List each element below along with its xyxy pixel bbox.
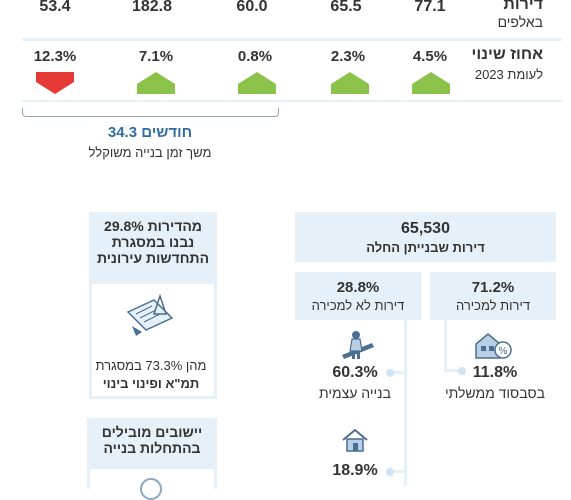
connector-dot — [386, 369, 394, 377]
not-for-sale-value: 28.8% — [336, 279, 380, 296]
other-value: 18.9% — [332, 462, 378, 479]
renewal-panel: 29.8% מהדירות נבנו במסגרת התחדשות עירוני… — [89, 212, 217, 284]
house-icon — [340, 428, 370, 459]
change-value-2: 7.1% — [138, 48, 174, 65]
not-for-sale-label: דירות לא למכירה — [311, 298, 405, 313]
renewal-line1: 29.8% מהדירות — [104, 218, 202, 234]
change-header: אחוז שינוי לעומת 2023 — [472, 46, 544, 82]
top-header-title: דירות — [503, 0, 543, 13]
connector — [444, 320, 447, 372]
self-build-value: 60.3% — [332, 364, 378, 381]
houses-percent-icon: % — [474, 328, 512, 365]
leading-panel: יישובים מובילים בהתחלות בנייה — [87, 418, 217, 468]
change-header-title: אחוז שינוי — [471, 46, 544, 63]
connector-dot — [386, 468, 394, 476]
renewal-line3: התחדשות עירונית — [96, 250, 210, 266]
not-for-sale-panel: 28.8% דירות לא למכירה — [295, 272, 421, 320]
renewal-card — [89, 281, 217, 399]
starts-label: דירות שבנייתן החלה — [366, 240, 485, 255]
blueprint-icon — [124, 292, 176, 343]
top-value-5: 77.1 — [414, 0, 446, 15]
top-header-subtitle: באלפים — [497, 14, 543, 30]
change-header-subtitle: לעומת 2023 — [474, 67, 543, 82]
top-value-1: 53.4 — [39, 0, 71, 15]
change-value-5: 4.5% — [412, 48, 448, 65]
top-value-4: 65.5 — [330, 0, 362, 15]
starts-panel: 65,530 דירות שבנייתן החלה — [295, 212, 556, 262]
renewal-sub1: מהן 73.3% במסגרת — [95, 358, 207, 373]
change-value-3: 0.8% — [237, 48, 273, 65]
connector — [390, 470, 406, 473]
leading-line1: יישובים מובילים — [101, 424, 203, 440]
renewal-sub2: תמ"א ופינוי בינוי — [102, 376, 200, 391]
build-time-value: 34.3 חודשים — [107, 124, 193, 141]
connector — [404, 320, 407, 486]
connector-dot — [458, 367, 466, 375]
starts-value: 65,530 — [401, 220, 450, 237]
divider — [22, 38, 562, 41]
svg-text:%: % — [498, 346, 508, 357]
divider — [22, 100, 562, 102]
map-pin-icon — [140, 478, 162, 500]
leading-card — [87, 466, 217, 489]
leading-line2: בהתחלות בנייה — [103, 440, 201, 456]
self-build-label: בנייה עצמית — [318, 385, 391, 401]
connector — [444, 369, 464, 372]
change-value-1: 12.3% — [33, 48, 77, 65]
subsidy-value: 11.8% — [472, 364, 518, 381]
build-time-label: משך זמן בנייה משוקלל — [88, 145, 212, 160]
top-value-2: 182.8 — [131, 0, 173, 15]
connector — [390, 371, 406, 374]
for-sale-panel: 71.2% דירות למכירה — [430, 272, 556, 320]
for-sale-value: 71.2% — [471, 279, 515, 296]
bracket — [22, 108, 279, 117]
for-sale-label: דירות למכירה — [455, 298, 531, 313]
subsidy-label: בסבסוד ממשלתי — [444, 385, 546, 401]
builder-icon — [338, 329, 376, 368]
top-value-3: 60.0 — [236, 0, 268, 15]
top-header: דירות באלפים — [498, 0, 543, 30]
change-value-4: 2.3% — [330, 48, 366, 65]
renewal-line2: נבנו במסגרת — [111, 234, 195, 250]
